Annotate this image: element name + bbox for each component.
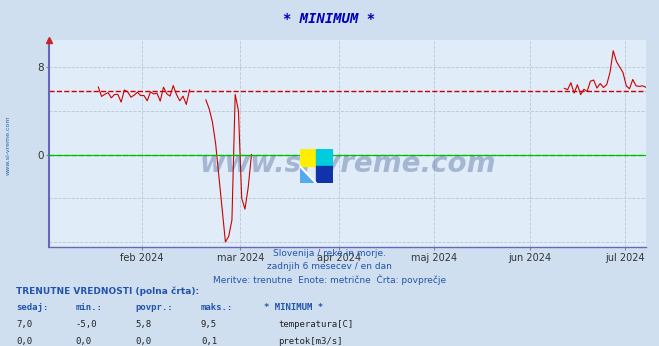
- Text: pretok[m3/s]: pretok[m3/s]: [278, 337, 343, 346]
- Text: 7,0: 7,0: [16, 320, 32, 329]
- Text: Slovenija / reke in morje.: Slovenija / reke in morje.: [273, 249, 386, 258]
- Text: 9,5: 9,5: [201, 320, 217, 329]
- Text: www.si-vreme.com: www.si-vreme.com: [200, 151, 496, 178]
- Polygon shape: [300, 166, 316, 183]
- Text: sedaj:: sedaj:: [16, 303, 49, 312]
- Bar: [316, 149, 333, 166]
- Text: maks.:: maks.:: [201, 303, 233, 312]
- Text: 5,8: 5,8: [135, 320, 151, 329]
- Text: 0,0: 0,0: [135, 337, 151, 346]
- Text: * MINIMUM *: * MINIMUM *: [283, 12, 376, 26]
- Text: temperatura[C]: temperatura[C]: [278, 320, 353, 329]
- Text: zadnjih 6 mesecev / en dan: zadnjih 6 mesecev / en dan: [267, 262, 392, 271]
- Text: * MINIMUM *: * MINIMUM *: [264, 303, 323, 312]
- Text: -5,0: -5,0: [76, 320, 98, 329]
- Text: TRENUTNE VREDNOSTI (polna črta):: TRENUTNE VREDNOSTI (polna črta):: [16, 286, 200, 296]
- Text: 0,0: 0,0: [16, 337, 32, 346]
- Text: 0,1: 0,1: [201, 337, 217, 346]
- Bar: [316, 166, 333, 183]
- Text: www.si-vreme.com: www.si-vreme.com: [5, 116, 11, 175]
- Bar: [300, 149, 316, 166]
- Text: min.:: min.:: [76, 303, 103, 312]
- Text: 0,0: 0,0: [76, 337, 92, 346]
- Text: povpr.:: povpr.:: [135, 303, 173, 312]
- Text: Meritve: trenutne  Enote: metrične  Črta: povprečje: Meritve: trenutne Enote: metrične Črta: …: [213, 274, 446, 285]
